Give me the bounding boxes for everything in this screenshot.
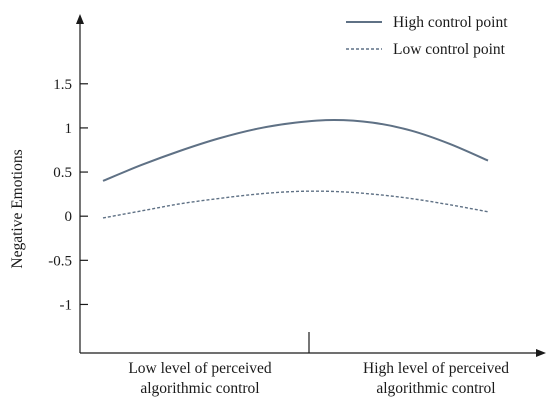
y-tick: 1 — [65, 121, 88, 137]
y-tick: 1.5 — [53, 77, 88, 93]
legend-label-low-control-point: Low control point — [393, 41, 506, 58]
y-tick: -0.5 — [48, 253, 88, 269]
x-axis-arrow — [536, 349, 546, 357]
legend-label-high-control-point: High control point — [393, 14, 508, 31]
y-tick: 0.5 — [53, 165, 88, 181]
series-line-low-control-point — [102, 190, 489, 219]
y-axis-title: Negative Emotions — [9, 149, 26, 268]
y-tick-label: 0.5 — [53, 165, 72, 181]
legend: High control point Low control point — [346, 14, 508, 58]
x-category-label-low-line1: Low level of perceived — [128, 360, 272, 377]
y-axis-arrow — [76, 14, 84, 24]
x-category-label-high-line1: High level of perceived — [363, 360, 509, 377]
x-category-label-low-line2: algorithmic control — [140, 380, 259, 397]
y-tick-label: 0 — [65, 209, 73, 225]
y-ticks: 1.5 1 0.5 0 -0.5 -1 — [48, 77, 88, 313]
y-tick-label: 1 — [65, 121, 73, 137]
y-tick-label: -0.5 — [48, 253, 72, 269]
series-line-high-control-point — [102, 118, 489, 182]
y-tick: 0 — [65, 209, 88, 225]
y-tick-label: 1.5 — [53, 77, 72, 93]
y-tick: -1 — [60, 297, 88, 313]
x-category-label-high-line2: algorithmic control — [376, 380, 495, 397]
y-tick-label: -1 — [60, 297, 73, 313]
